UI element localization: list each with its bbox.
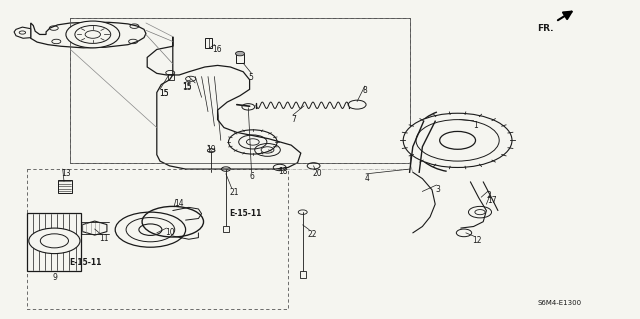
Text: E-15-11: E-15-11 — [69, 258, 102, 267]
Text: 20: 20 — [312, 169, 322, 178]
Bar — [300, 271, 306, 278]
Bar — [236, 54, 244, 63]
Bar — [223, 226, 229, 232]
Text: 21: 21 — [229, 188, 239, 197]
Bar — [168, 74, 174, 80]
Text: 15: 15 — [159, 89, 168, 98]
Circle shape — [29, 228, 80, 254]
Text: 7: 7 — [291, 115, 296, 124]
Text: 16: 16 — [212, 45, 222, 54]
Text: 17: 17 — [488, 196, 497, 205]
Circle shape — [115, 212, 186, 247]
Text: 3: 3 — [435, 185, 440, 194]
Text: 10: 10 — [165, 228, 175, 237]
Text: 11: 11 — [99, 234, 109, 243]
Text: 15: 15 — [182, 82, 191, 91]
Text: 5: 5 — [248, 73, 253, 82]
Text: 6: 6 — [250, 172, 255, 181]
Text: 15: 15 — [159, 89, 168, 98]
Circle shape — [242, 104, 255, 110]
Text: E-15-11: E-15-11 — [229, 209, 262, 218]
Text: FR.: FR. — [538, 24, 554, 33]
Circle shape — [236, 51, 244, 56]
Text: 15: 15 — [182, 83, 191, 92]
Polygon shape — [147, 37, 301, 169]
Bar — [27, 169, 288, 309]
Polygon shape — [31, 22, 146, 48]
Text: S6M4-E1300: S6M4-E1300 — [538, 300, 582, 306]
Polygon shape — [83, 221, 107, 235]
Bar — [58, 180, 72, 193]
Circle shape — [416, 120, 499, 161]
Text: 9: 9 — [52, 273, 58, 282]
Text: 12: 12 — [472, 236, 482, 245]
Text: 18: 18 — [278, 167, 288, 176]
Bar — [70, 18, 410, 163]
Bar — [205, 38, 212, 48]
Circle shape — [66, 21, 120, 48]
Text: 14: 14 — [174, 199, 184, 208]
Text: 4: 4 — [365, 174, 370, 183]
Text: 2: 2 — [486, 191, 491, 200]
Bar — [27, 213, 81, 271]
Text: 8: 8 — [363, 86, 367, 95]
Polygon shape — [14, 27, 31, 38]
Text: 13: 13 — [61, 169, 70, 178]
Circle shape — [348, 100, 366, 109]
Text: 22: 22 — [307, 230, 317, 239]
Text: 19: 19 — [206, 145, 216, 154]
Text: 1: 1 — [474, 121, 478, 130]
Circle shape — [403, 113, 512, 167]
Bar — [70, 18, 410, 163]
